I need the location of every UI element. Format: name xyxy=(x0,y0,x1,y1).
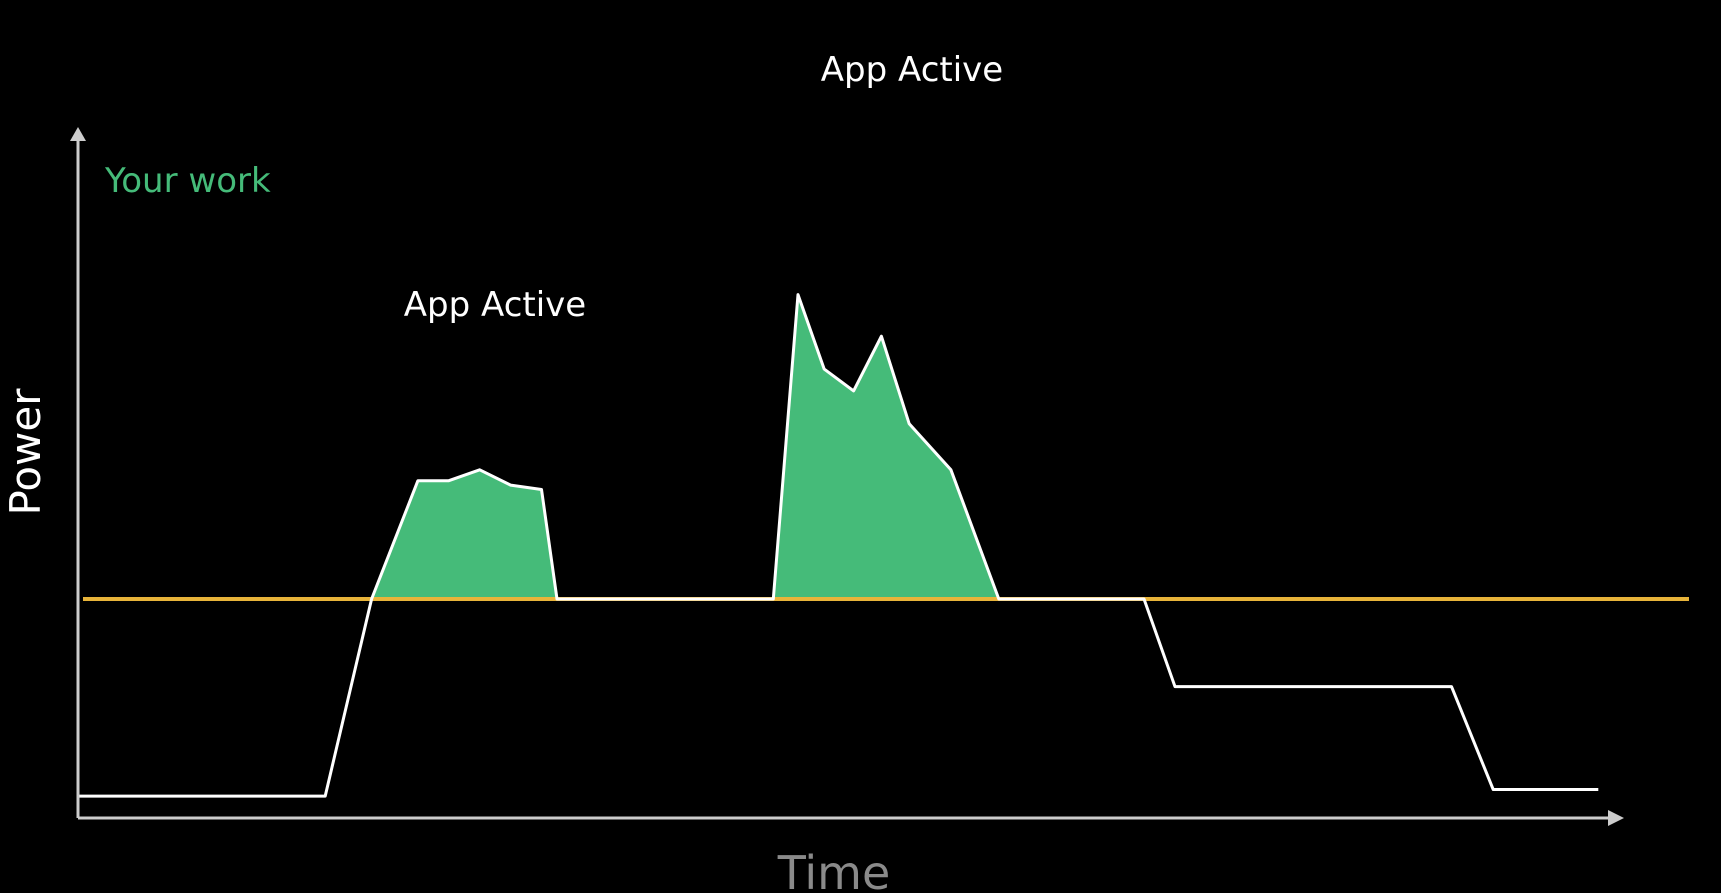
annotation-app-active-1: App Active xyxy=(404,285,586,325)
x-axis-label: Time xyxy=(777,846,891,893)
power-series-line xyxy=(78,293,1599,798)
y-axis xyxy=(70,127,86,818)
x-axis-arrow-icon xyxy=(1608,810,1624,826)
work-area xyxy=(78,294,1599,599)
x-axis xyxy=(78,810,1624,826)
y-axis-arrow-icon xyxy=(70,127,86,141)
annotation-app-active-2: App Active xyxy=(821,50,1003,90)
legend-your-work: Your work xyxy=(104,161,271,201)
y-axis-label: Power xyxy=(1,388,50,516)
work-area-fill xyxy=(78,294,1599,599)
